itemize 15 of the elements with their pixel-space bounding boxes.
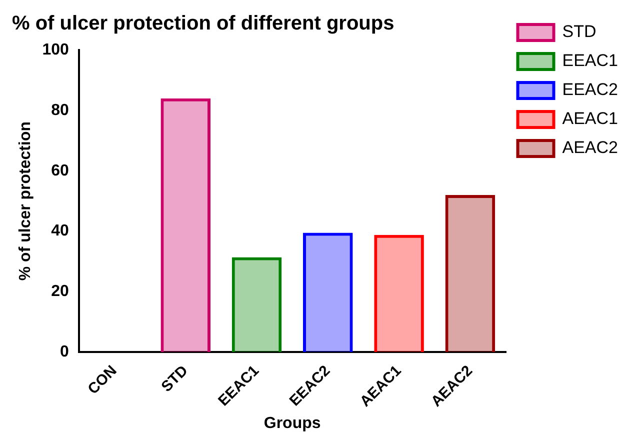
chart-title: % of ulcer protection of different groups (12, 12, 394, 35)
y-tick-label: 20 (51, 283, 69, 300)
y-tick-label: 100 (42, 41, 69, 58)
y-tick-label: 40 (51, 222, 69, 240)
legend-label: AEAC2 (562, 138, 618, 158)
y-tick-label: 0 (60, 344, 69, 361)
y-tick-label: 60 (51, 162, 69, 180)
legend-label: EEAC1 (562, 51, 618, 70)
legend-label: EEAC2 (562, 80, 618, 100)
legend-label: AEAC1 (562, 109, 618, 128)
y-axis-title: % of ulcer protection (17, 121, 34, 281)
x-axis-title: Groups (264, 414, 321, 432)
x-tick-label: STD (158, 362, 192, 396)
legend-label: STD (562, 22, 596, 42)
y-tick-label: 80 (51, 102, 69, 119)
